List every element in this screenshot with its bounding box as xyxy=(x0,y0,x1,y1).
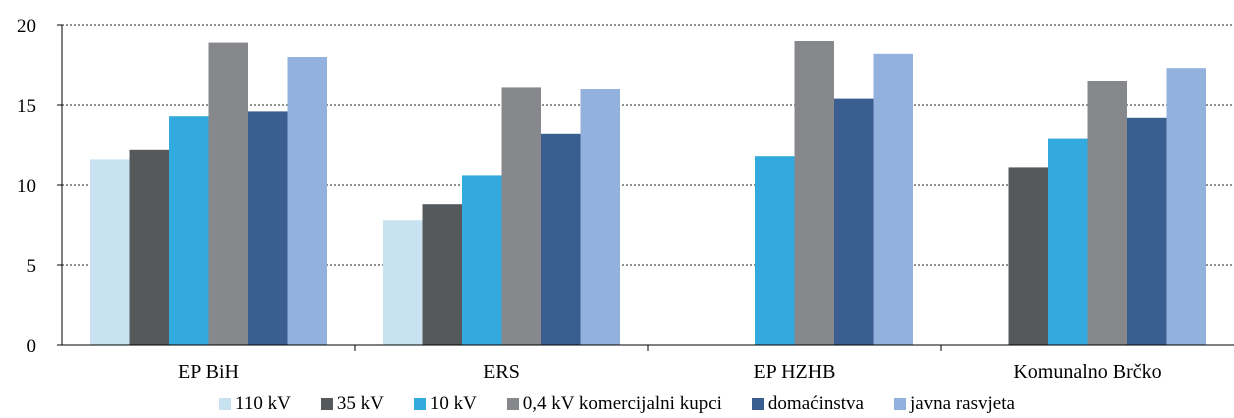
legend-label: 35 kV xyxy=(336,393,384,414)
bar xyxy=(1048,138,1088,345)
legend-label: 10 kV xyxy=(429,393,477,414)
x-tick-label: ERS xyxy=(483,361,520,383)
bar xyxy=(541,133,581,345)
legend-swatch xyxy=(751,398,764,410)
bar xyxy=(873,53,913,346)
legend-swatch xyxy=(506,398,519,410)
bar xyxy=(794,41,834,345)
bar xyxy=(129,149,169,345)
legend-item: domaćinstva xyxy=(751,392,864,416)
y-tick-label: 5 xyxy=(27,256,37,277)
bar xyxy=(287,57,327,345)
x-tick-label: Komunalno Brčko xyxy=(1013,361,1161,383)
legend-swatch xyxy=(893,398,906,410)
bar xyxy=(755,156,795,345)
bar xyxy=(248,111,288,346)
bar xyxy=(383,220,423,345)
legend-item: javna rasvjeta xyxy=(893,392,1015,416)
bar xyxy=(834,98,874,345)
bar xyxy=(1127,117,1167,345)
x-tick-label: EP BiH xyxy=(178,361,239,383)
bar xyxy=(208,42,248,345)
x-axis: EP BiH ERS EP HZHB Komunalno Brčko xyxy=(61,25,1234,383)
y-tick-label: 15 xyxy=(17,96,36,117)
bar xyxy=(169,116,209,345)
bar xyxy=(90,159,130,345)
legend-label: domaćinstva xyxy=(767,393,864,414)
y-axis: 0 5 10 15 20 xyxy=(17,16,62,357)
legend-swatch xyxy=(413,398,426,410)
legend-item: 35 kV xyxy=(320,392,384,416)
legend-item: 0,4 kV komercijalni kupci xyxy=(506,392,722,416)
legend-label: 110 kV xyxy=(235,393,291,414)
bars xyxy=(90,41,1206,346)
x-tick-label: EP HZHB xyxy=(753,361,835,383)
legend-swatch xyxy=(320,398,333,410)
legend-swatch xyxy=(219,398,232,410)
bar xyxy=(1166,68,1206,345)
bar xyxy=(1008,167,1048,345)
y-tick-label: 0 xyxy=(27,336,37,357)
legend-item: 10 kV xyxy=(413,392,477,416)
legend: 110 kV 35 kV 10 kV 0,4 kV komercijalni kupc… xyxy=(0,392,1234,416)
bar xyxy=(501,87,541,346)
bar xyxy=(462,175,502,345)
y-tick-label: 10 xyxy=(17,176,36,197)
legend-label: 0,4 kV komercijalni kupci xyxy=(522,393,722,414)
bar xyxy=(580,89,620,345)
bar-chart: 0 5 10 15 20 EP BiH ERS EP HZHB Komunalno Brčko xyxy=(17,16,1234,383)
bar xyxy=(1087,81,1127,345)
bar xyxy=(422,204,462,345)
legend-item: 110 kV xyxy=(219,392,291,416)
legend-label: javna rasvjeta xyxy=(909,393,1015,414)
y-tick-label: 20 xyxy=(17,16,36,37)
